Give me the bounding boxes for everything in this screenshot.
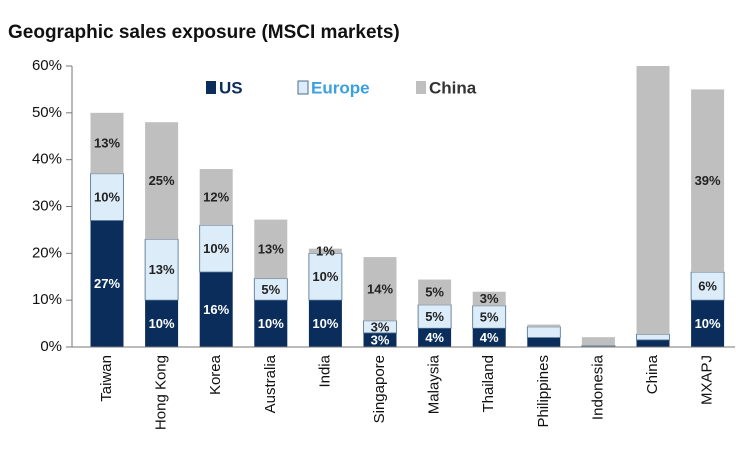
data-label: 10%	[203, 241, 229, 256]
data-label: 39%	[695, 173, 721, 188]
bar-segment	[690, 271, 725, 301]
data-label: 4%	[425, 330, 444, 345]
data-label: 10%	[94, 190, 120, 205]
bar-segment	[308, 248, 342, 254]
bar-segment	[199, 272, 233, 347]
bar-segment	[363, 320, 397, 334]
data-label: 13%	[149, 262, 175, 277]
bar-segment	[308, 252, 343, 301]
x-tick-label: MXAPJ	[699, 355, 716, 405]
bar-segment	[145, 300, 179, 347]
bar-segment	[90, 220, 124, 347]
legend-label: Europe	[311, 78, 370, 97]
bar-segment	[636, 66, 670, 335]
bar-segment	[254, 300, 288, 347]
chart-title: Geographic sales exposure (MSCI markets)	[8, 22, 400, 43]
x-tick-label: Hong Kong	[153, 355, 170, 430]
bar-segment	[418, 328, 452, 347]
data-label: 3%	[371, 319, 390, 334]
bar-segment	[691, 300, 725, 347]
x-tick-label: Australia	[262, 354, 279, 413]
bar-segment	[472, 328, 506, 347]
data-label: 10%	[312, 316, 338, 331]
data-label: 25%	[149, 173, 175, 188]
data-label: 14%	[367, 281, 393, 296]
bar-segment	[581, 337, 615, 346]
bar-segment	[636, 333, 670, 341]
y-tick-label: 50%	[32, 104, 62, 121]
legend-label: US	[219, 78, 243, 97]
y-tick-label: 60%	[32, 57, 62, 74]
y-tick-label: 40%	[32, 151, 62, 168]
bar-segment	[527, 337, 561, 347]
data-label: 3%	[480, 291, 499, 306]
bar-segment	[145, 122, 179, 240]
data-label: 5%	[261, 282, 280, 297]
y-tick-label: 0%	[40, 338, 62, 355]
y-tick-label: 20%	[32, 244, 62, 261]
bar-segment	[581, 345, 616, 347]
y-tick-label: 10%	[32, 291, 62, 308]
y-tick-label: 30%	[32, 197, 62, 214]
data-label: 16%	[203, 302, 229, 317]
data-label: 5%	[425, 309, 444, 324]
bar-segment	[691, 89, 725, 273]
x-tick-label: Malaysia	[426, 354, 443, 414]
data-label: 13%	[94, 136, 120, 151]
data-label: 6%	[698, 279, 717, 294]
bar-segment	[90, 112, 124, 174]
bar-segment	[636, 339, 670, 347]
bar-segment	[363, 257, 397, 321]
data-label: 13%	[258, 242, 284, 257]
data-label: 12%	[203, 190, 229, 205]
data-label: 1%	[316, 243, 335, 258]
data-label: 5%	[480, 309, 499, 324]
bar-segment	[199, 169, 233, 226]
bar-segment	[90, 173, 124, 221]
legend-label: China	[429, 78, 477, 97]
data-label: 3%	[371, 332, 390, 347]
x-tick-label: Singapore	[371, 355, 388, 423]
bar-segment	[526, 326, 561, 339]
data-label: 5%	[425, 285, 444, 300]
bar-segment	[527, 324, 561, 327]
x-tick-label: Indonesia	[589, 354, 606, 420]
data-label: 4%	[480, 330, 499, 345]
bar-segment	[254, 219, 288, 279]
data-label: 10%	[149, 316, 175, 331]
bar-segment	[199, 224, 234, 273]
x-tick-label: Thailand	[480, 355, 497, 413]
bar-segment	[418, 279, 452, 305]
bar-segment	[472, 291, 506, 306]
bar-segment	[363, 332, 397, 347]
x-tick-label: China	[644, 354, 661, 394]
x-tick-label: Taiwan	[98, 355, 115, 402]
legend-swatch	[416, 81, 426, 94]
data-label: 10%	[258, 316, 284, 331]
bar-segment	[144, 238, 179, 301]
x-tick-label: Philippines	[535, 355, 552, 428]
legend-swatch	[297, 80, 309, 95]
data-label: 10%	[695, 316, 721, 331]
x-tick-label: India	[316, 354, 333, 387]
legend-swatch	[206, 81, 216, 94]
data-label: 27%	[94, 276, 120, 291]
data-label: 10%	[312, 269, 338, 284]
x-tick-label: Korea	[207, 354, 224, 395]
bar-segment	[308, 300, 342, 347]
